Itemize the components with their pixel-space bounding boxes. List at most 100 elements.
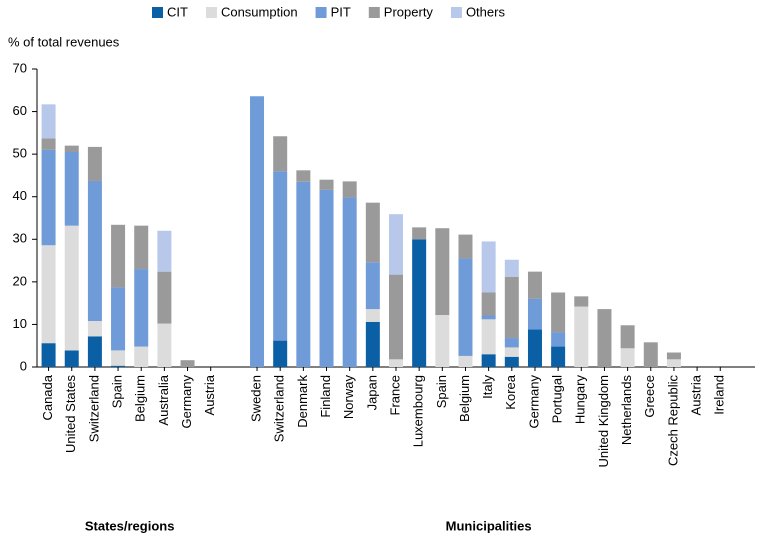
x-tick-label: France xyxy=(387,375,402,415)
bar-segment xyxy=(574,296,589,307)
bar-segment xyxy=(87,336,102,367)
bar-segment xyxy=(296,170,311,182)
bar-segment xyxy=(412,239,427,367)
x-tick-label: Portugal xyxy=(550,375,565,424)
x-tick-label: Spain xyxy=(434,375,449,408)
x-tick-label: Germany xyxy=(526,375,541,429)
bar-segment xyxy=(41,138,56,150)
bar-segment xyxy=(64,152,79,226)
x-tick-label: Hungary xyxy=(573,375,588,425)
x-tick-label: Denmark xyxy=(295,375,310,428)
legend-label: Consumption xyxy=(221,4,298,19)
legend-swatch xyxy=(152,7,163,18)
bar-segment xyxy=(87,321,102,337)
bar-segment xyxy=(41,343,56,367)
bar-segment xyxy=(504,338,519,348)
x-tick-label: Korea xyxy=(503,374,518,409)
x-tick-label: Ireland xyxy=(712,375,727,415)
bar-segment xyxy=(551,346,566,367)
bar-segment xyxy=(111,287,126,351)
bar-segment xyxy=(273,136,288,172)
legend-swatch xyxy=(205,7,217,18)
x-tick-label: Switzerland xyxy=(86,375,101,442)
x-tick-label: Australia xyxy=(156,374,171,425)
bar-segment xyxy=(365,309,380,322)
y-tick-label: 60 xyxy=(13,103,27,118)
bar-segment xyxy=(458,355,473,367)
legend-swatch xyxy=(450,7,462,18)
x-tick-label: United Kingdom xyxy=(596,375,611,468)
legend-swatch xyxy=(315,7,327,18)
bar-segment xyxy=(481,319,496,355)
bar-segment xyxy=(481,354,496,367)
bar-segment xyxy=(250,96,265,367)
bar-segment xyxy=(504,276,519,339)
y-tick-label: 40 xyxy=(13,188,27,203)
x-tick-label: Austria xyxy=(689,374,704,415)
bar-segment xyxy=(319,179,334,190)
bar-segment xyxy=(87,146,102,181)
bar-segment xyxy=(481,241,496,293)
bar-segment xyxy=(412,227,427,240)
bar-segment xyxy=(273,171,288,341)
x-tick-label: United States xyxy=(63,375,78,454)
bar-segment xyxy=(296,181,311,367)
bar-segment xyxy=(365,321,380,367)
x-tick-label: Belgium xyxy=(457,375,472,422)
bar-segment xyxy=(597,309,612,367)
x-tick-label: Spain xyxy=(110,375,125,408)
bar-segment xyxy=(435,228,450,316)
bar-segment xyxy=(504,259,519,277)
bar-segment xyxy=(64,145,79,153)
bar-segment xyxy=(365,262,380,310)
bar-segment xyxy=(180,360,195,367)
bar-segment xyxy=(620,325,635,349)
bar-segment xyxy=(551,292,566,333)
bar-segment xyxy=(527,298,542,330)
legend-label: CIT xyxy=(167,4,188,19)
bar-segment xyxy=(435,315,450,367)
y-tick-label: 10 xyxy=(13,316,27,331)
bar-segment xyxy=(41,245,56,344)
x-tick-label: Italy xyxy=(480,375,495,399)
bar-segment xyxy=(620,348,635,367)
bar-segment xyxy=(41,104,56,139)
bar-segment xyxy=(643,342,658,367)
bar-segment xyxy=(64,350,79,367)
group-label: States/regions xyxy=(85,518,175,533)
legend-label: Property xyxy=(384,4,434,19)
x-tick-label: Belgium xyxy=(133,375,148,422)
group-label: Municipalities xyxy=(446,518,532,533)
y-axis-label: % of total revenues xyxy=(8,34,120,49)
bar-segment xyxy=(504,347,519,357)
y-tick-label: 20 xyxy=(13,273,27,288)
bar-segment xyxy=(111,224,126,288)
bar-segment xyxy=(134,269,149,347)
x-tick-label: Norway xyxy=(341,375,356,420)
y-tick-label: 70 xyxy=(13,60,27,75)
bar-segment xyxy=(342,181,357,198)
bar-segment xyxy=(504,356,519,367)
legend-label: Others xyxy=(466,4,506,19)
bar-segment xyxy=(481,292,496,316)
bar-segment xyxy=(389,214,403,275)
y-tick-label: 0 xyxy=(20,358,27,373)
bar-segment xyxy=(273,340,288,367)
x-tick-label: Czech Republic xyxy=(665,375,680,467)
bar-segment xyxy=(64,225,79,351)
bar-segment xyxy=(574,306,589,367)
x-tick-label: Canada xyxy=(40,374,55,420)
bar-segment xyxy=(111,365,126,367)
bar-segment xyxy=(157,271,172,324)
bar-segment xyxy=(342,197,357,367)
bar-segment xyxy=(389,274,403,360)
bar-segment xyxy=(111,350,126,366)
y-tick-label: 50 xyxy=(13,146,27,161)
x-tick-label: Greece xyxy=(642,375,657,418)
bar-segment xyxy=(389,359,403,367)
bar-segment xyxy=(41,149,56,246)
bar-segment xyxy=(527,271,542,299)
legend-swatch xyxy=(368,7,380,18)
bar-segment xyxy=(365,202,380,263)
bar-segment xyxy=(157,230,172,272)
